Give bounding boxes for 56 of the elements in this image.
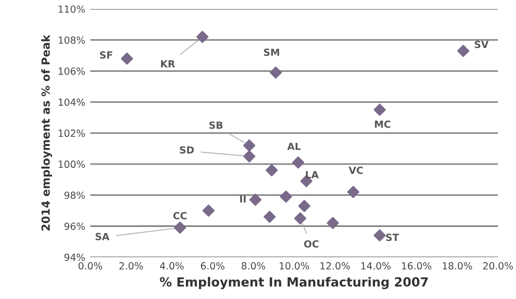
point xyxy=(457,44,470,57)
y-tick-label: 100% xyxy=(58,160,85,168)
point xyxy=(270,66,282,79)
annotation: SM xyxy=(264,48,280,56)
y-axis-title: 2014 employment as % of Peak xyxy=(41,34,52,230)
point xyxy=(266,164,278,176)
annotation: MC xyxy=(374,120,390,128)
x-tick-label: 12.0% xyxy=(320,262,350,270)
point xyxy=(249,194,262,206)
y-tick-label: 110% xyxy=(58,5,85,13)
x-axis-title: % Employment In Manufacturing 2007 xyxy=(160,276,428,290)
y-tick-label: 96% xyxy=(64,222,85,230)
annotation: VC xyxy=(348,166,363,174)
point xyxy=(298,200,310,212)
y-tick-label: 106% xyxy=(58,67,85,75)
x-tick-label: 18.0% xyxy=(442,262,472,270)
point xyxy=(292,156,304,169)
x-tick-label: 20.0% xyxy=(483,262,513,270)
x-tick-label: 2.0% xyxy=(119,262,143,270)
point xyxy=(264,210,276,223)
x-tick-label: 8.0% xyxy=(242,262,266,270)
y-tick-label: 108% xyxy=(58,36,85,44)
point xyxy=(202,204,215,217)
x-tick-label: 4.0% xyxy=(160,262,184,270)
x-tick-label: 14.0% xyxy=(361,262,391,270)
annotation: KR xyxy=(161,60,175,68)
y-tick-label: 102% xyxy=(58,130,85,137)
x-tick-label: 10.0% xyxy=(280,262,310,270)
annotation: II xyxy=(240,195,246,202)
annotation: LA xyxy=(306,171,319,178)
x-tick-label: 16.0% xyxy=(402,262,432,270)
x-tick-label: 0.0% xyxy=(78,262,102,270)
point xyxy=(374,229,386,242)
annotation: SF xyxy=(100,51,112,59)
annotation: OC xyxy=(304,240,318,248)
point xyxy=(120,52,134,65)
annotation: AL xyxy=(287,142,301,150)
x-tick-label: 6.0% xyxy=(200,262,224,270)
annotation: SV xyxy=(474,40,489,48)
annotation: SA xyxy=(96,232,110,240)
point xyxy=(280,190,292,203)
y-tick-label: 104% xyxy=(58,98,85,106)
point xyxy=(347,186,360,198)
y-tick-label: 98% xyxy=(64,192,85,199)
annotation: SD xyxy=(180,146,194,154)
point xyxy=(196,30,208,43)
point xyxy=(243,150,256,162)
point xyxy=(294,212,306,224)
point xyxy=(374,104,386,116)
point xyxy=(243,139,256,152)
annotation: SB xyxy=(209,121,222,129)
y-tick-label: 94% xyxy=(64,254,85,261)
point xyxy=(326,216,339,230)
annotation: ST xyxy=(386,234,399,242)
point xyxy=(174,222,186,234)
annotation: CC xyxy=(173,212,186,220)
